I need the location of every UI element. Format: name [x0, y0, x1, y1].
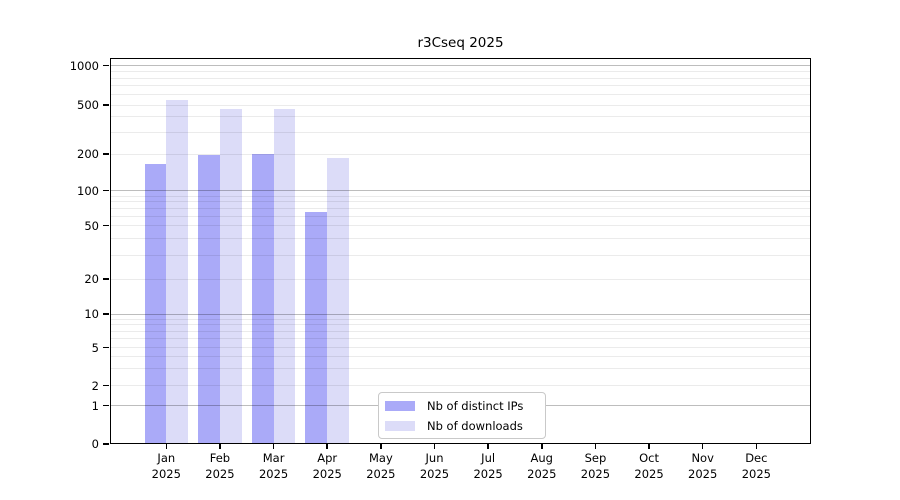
- year-label: 2025: [580, 466, 611, 481]
- year-label: 2025: [688, 466, 718, 481]
- month-label: Dec: [745, 451, 768, 465]
- y-axis-tick-label: 0: [91, 437, 99, 451]
- year-label: 2025: [312, 466, 342, 481]
- x-tick-mark: [594, 444, 597, 449]
- month-label: Apr: [317, 451, 338, 465]
- x-axis-tick-label: Feb 2025: [188, 451, 252, 482]
- month-label: Feb: [209, 451, 231, 465]
- year-label: 2025: [741, 466, 771, 481]
- y-tick-mark: [103, 224, 109, 227]
- bar-distinct-ips-feb: [198, 155, 220, 444]
- y-axis-tick-label: 2: [91, 378, 99, 393]
- bar-downloads-feb: [219, 109, 242, 444]
- x-axis-tick-label: Apr 2025: [295, 451, 359, 482]
- y-axis-tick-label: 50: [84, 218, 99, 233]
- bar-downloads-jan: [166, 99, 189, 444]
- legend-label: Nb of downloads: [427, 418, 523, 433]
- x-tick-mark: [219, 444, 221, 449]
- bar-downloads-apr: [327, 158, 350, 444]
- x-tick-mark: [380, 444, 382, 449]
- y-tick-mark: [103, 443, 109, 445]
- legend-item-distinct-ips: Nb of distinct IPs: [385, 397, 539, 414]
- x-axis-tick-label: Oct 2025: [617, 451, 681, 482]
- year-label: 2025: [527, 466, 557, 481]
- x-axis-tick-label: Aug 2025: [510, 451, 574, 482]
- x-tick-mark: [326, 444, 328, 449]
- month-label: Aug: [530, 451, 553, 465]
- month-label: Sep: [584, 451, 607, 465]
- year-label: 2025: [634, 466, 664, 481]
- x-tick-mark: [165, 444, 168, 449]
- year-label: 2025: [205, 466, 235, 481]
- x-axis-tick-label: Jan 2025: [134, 451, 198, 482]
- x-axis-tick-label: Sep 2025: [563, 451, 627, 482]
- legend-label: Nb of distinct IPs: [427, 398, 524, 413]
- y-axis-tick-label: 200: [77, 146, 99, 161]
- month-label: Jun: [425, 451, 444, 465]
- y-axis-tick-label: 10: [84, 306, 99, 321]
- bar-distinct-ips-mar: [251, 154, 274, 444]
- legend-item-downloads: Nb of downloads: [385, 417, 539, 434]
- x-axis-tick-label: Nov 2025: [671, 451, 735, 482]
- chart-title: r3Cseq 2025: [417, 35, 504, 51]
- legend-swatch-distinct-ips: [385, 400, 415, 411]
- y-tick-mark: [103, 64, 109, 67]
- y-axis-tick-label: 1: [91, 398, 99, 413]
- month-label: Mar: [262, 451, 285, 465]
- bar-distinct-ips-apr: [305, 212, 328, 444]
- x-axis-tick-label: Mar 2025: [242, 451, 306, 482]
- y-axis-tick-label: 500: [77, 98, 99, 112]
- x-axis-tick-label: Jul 2025: [456, 451, 520, 482]
- y-tick-mark: [103, 404, 109, 407]
- y-axis-tick-label: 100: [77, 183, 99, 198]
- y-tick-mark: [103, 384, 109, 387]
- month-label: Jul: [481, 451, 496, 465]
- bar-distinct-ips-jan: [144, 164, 167, 444]
- y-axis-tick-label: 5: [91, 340, 99, 355]
- y-tick-mark: [103, 313, 109, 315]
- x-tick-mark: [487, 444, 489, 449]
- y-tick-mark: [103, 278, 109, 280]
- month-label: Oct: [639, 451, 659, 465]
- bar-downloads-mar: [273, 109, 296, 444]
- y-axis-tick-label: 1000: [69, 58, 99, 73]
- y-tick-mark: [103, 104, 109, 106]
- month-label: Nov: [691, 451, 714, 465]
- plot-area: [110, 58, 811, 444]
- y-tick-mark: [103, 346, 109, 349]
- month-label: Jan: [157, 451, 176, 465]
- y-axis-tick-label: 20: [84, 271, 99, 286]
- x-tick-mark: [433, 444, 436, 449]
- y-tick-mark: [103, 153, 109, 155]
- x-axis-tick-label: Jun 2025: [403, 451, 467, 482]
- x-axis-tick-label: Dec 2025: [724, 451, 788, 482]
- legend: Nb of distinct IPs Nb of downloads: [378, 392, 546, 439]
- x-tick-mark: [272, 444, 275, 449]
- x-tick-mark: [541, 444, 543, 449]
- year-label: 2025: [419, 466, 450, 481]
- year-label: 2025: [151, 466, 181, 481]
- bars-layer: [110, 58, 811, 444]
- legend-swatch-downloads: [385, 420, 415, 431]
- year-label: 2025: [366, 466, 396, 481]
- x-tick-mark: [648, 444, 650, 449]
- x-tick-mark: [701, 444, 704, 449]
- year-label: 2025: [258, 466, 289, 481]
- x-axis-tick-label: May 2025: [349, 451, 413, 482]
- year-label: 2025: [473, 466, 503, 481]
- month-label: May: [368, 451, 393, 465]
- y-tick-mark: [103, 189, 109, 192]
- x-tick-mark: [755, 444, 758, 449]
